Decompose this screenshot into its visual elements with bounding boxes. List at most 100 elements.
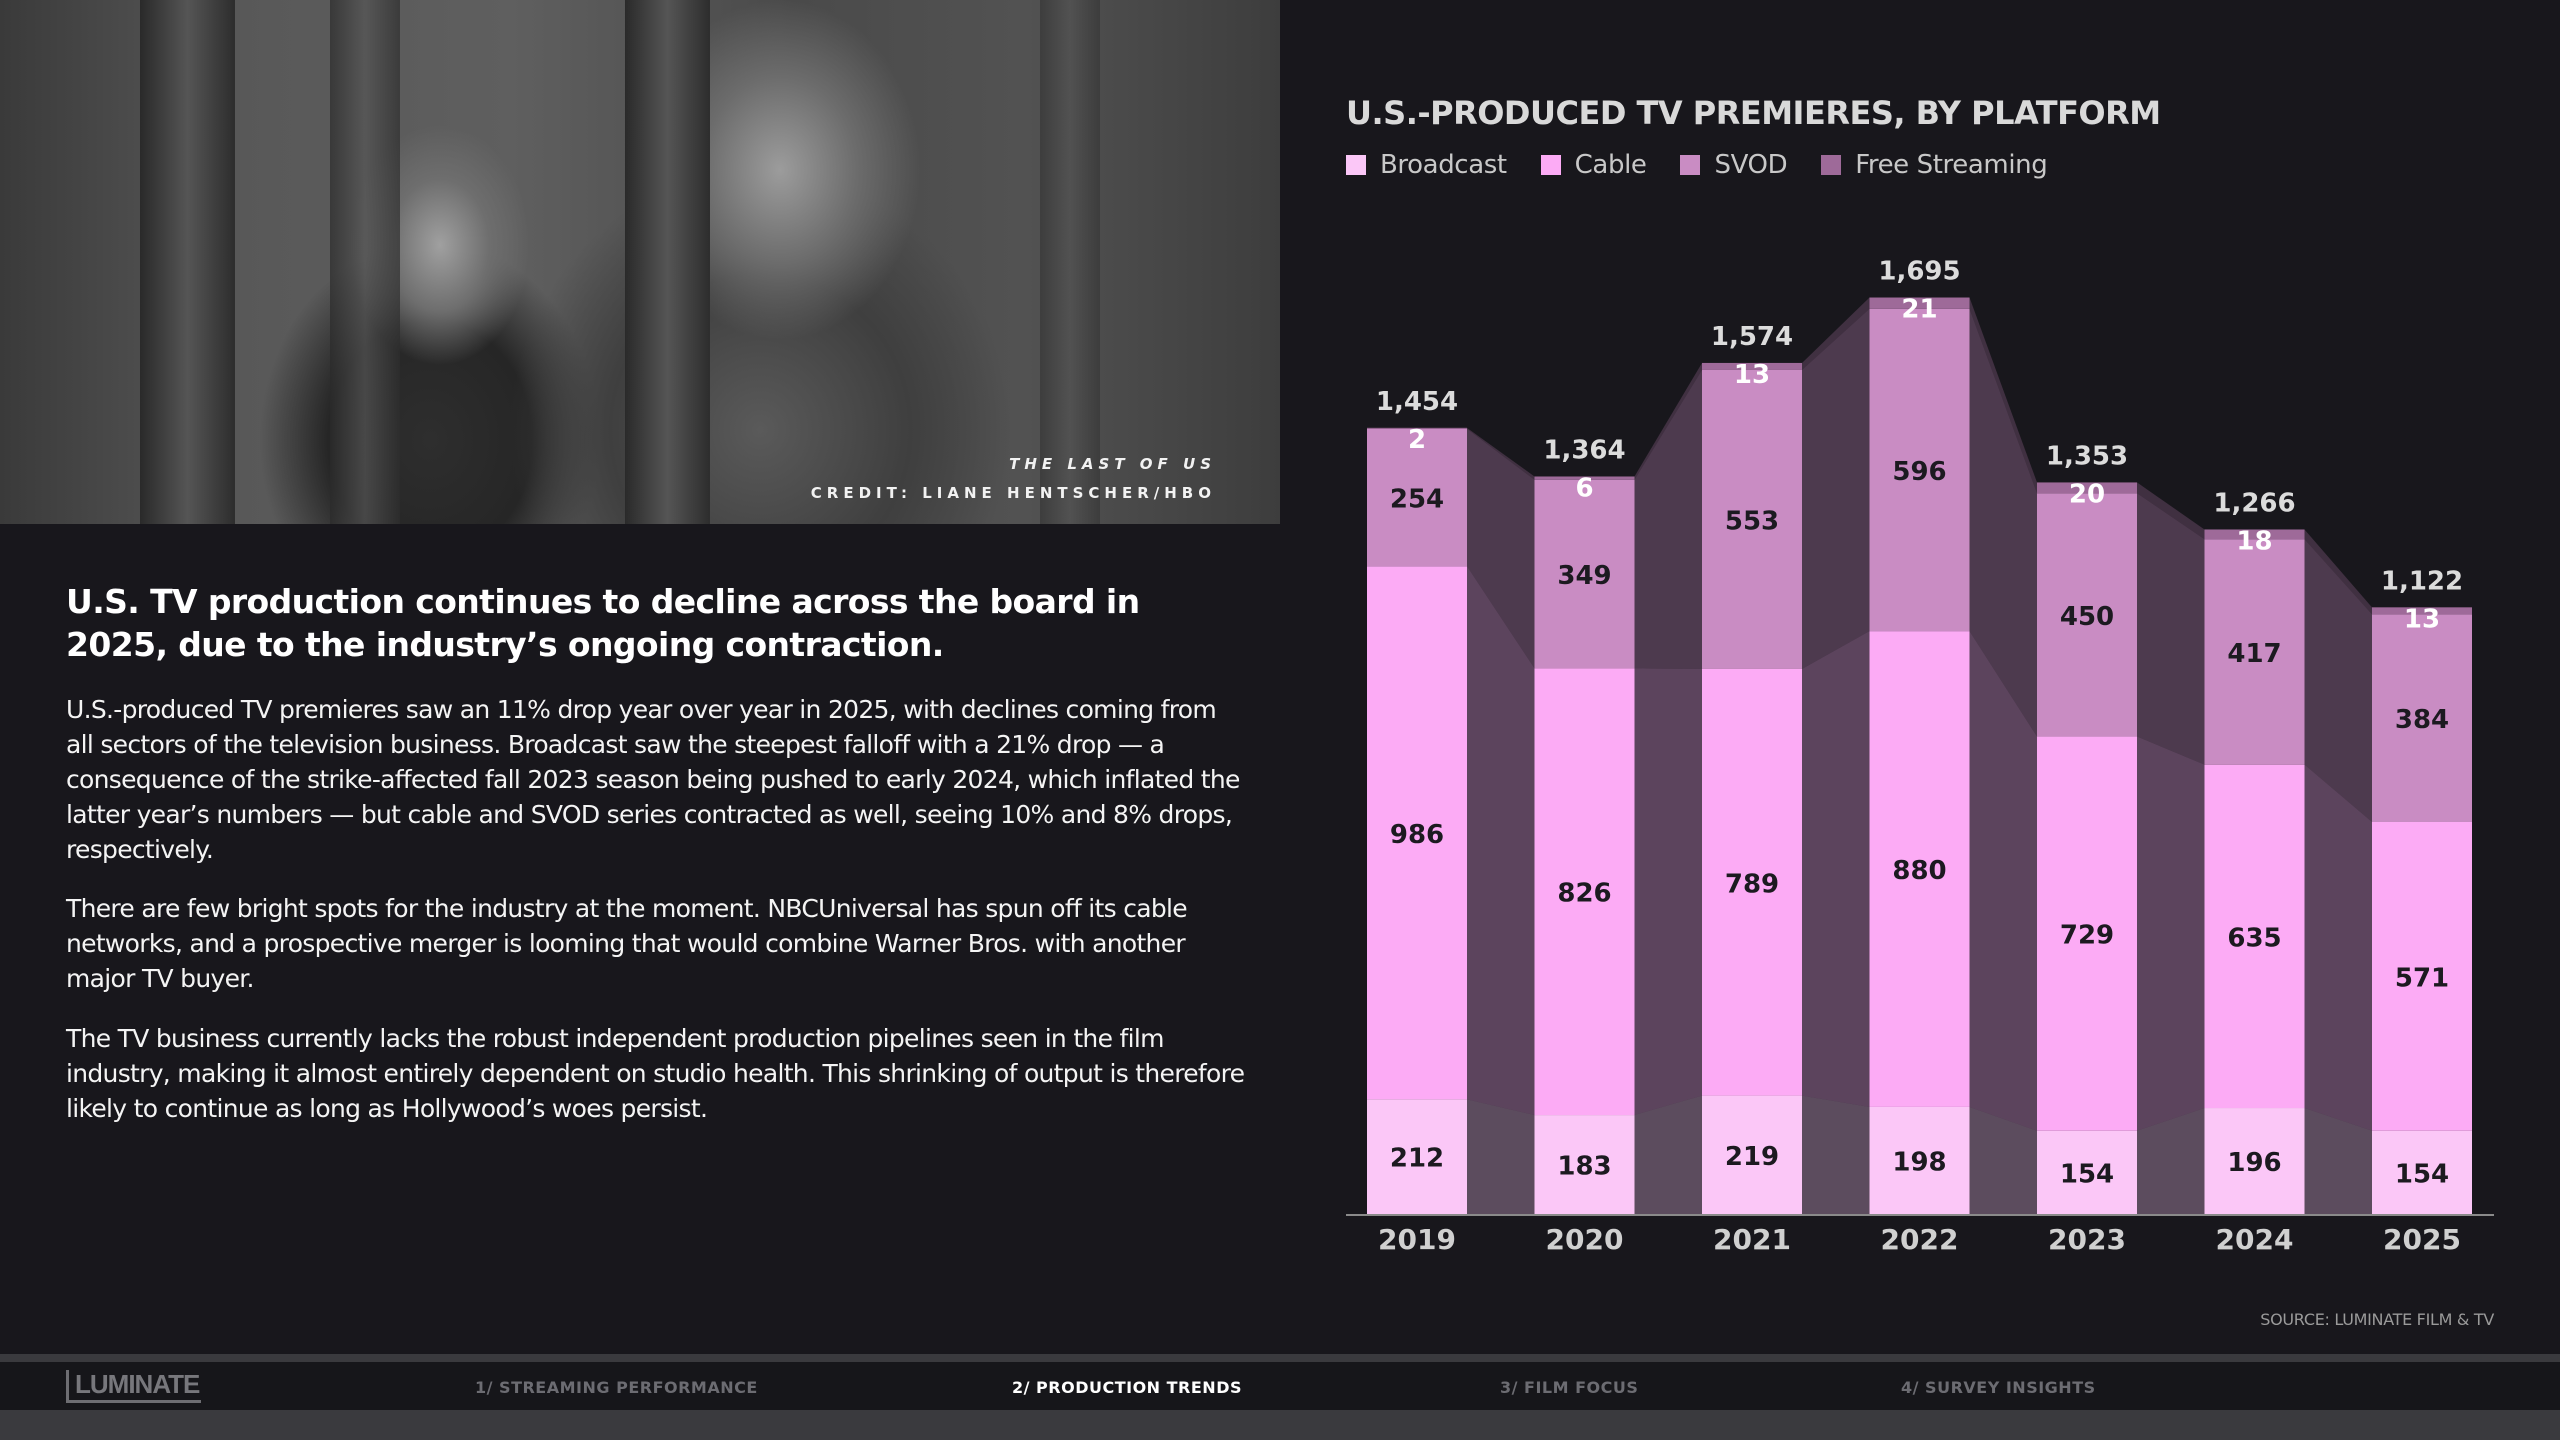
segment-label: 254 xyxy=(1390,485,1444,515)
segment-label: 571 xyxy=(2395,963,2449,993)
photo-caption-credit: CREDIT: LIANE HENTSCHER/HBO xyxy=(810,484,1216,502)
x-tick-label: 2019 xyxy=(1378,1223,1456,1256)
total-label: 1,266 xyxy=(2213,488,2295,518)
legend-swatch xyxy=(1821,155,1842,175)
segment-label: 553 xyxy=(1725,506,1779,536)
bar-cable-2025 xyxy=(2372,821,2472,1131)
segment-label: 13 xyxy=(2404,604,2440,634)
bar-free-streaming-2021 xyxy=(1702,362,1802,370)
legend-label: Free Streaming xyxy=(1855,150,2048,180)
bar-broadcast-2025 xyxy=(2372,1130,2472,1214)
segment-label: 20 xyxy=(2069,479,2105,509)
legend-label: Cable xyxy=(1574,150,1647,180)
bar-svod-2022 xyxy=(1869,308,1970,632)
segment-label: 212 xyxy=(1390,1144,1444,1174)
segment-label: 635 xyxy=(2227,923,2281,953)
bar-broadcast-2020 xyxy=(1534,1115,1635,1214)
bar-cable-2021 xyxy=(1702,668,1802,1096)
segment-label: 154 xyxy=(2395,1159,2449,1189)
connector-cable xyxy=(1969,631,2037,1131)
segment-label: 880 xyxy=(1892,856,1946,886)
segment-label: 986 xyxy=(1390,820,1444,850)
segment-label: 6 xyxy=(1575,473,1593,503)
photo-caption-title: THE LAST OF US xyxy=(1009,455,1216,473)
connector-free-streaming xyxy=(1969,297,2037,494)
bar-free-streaming-2022 xyxy=(1869,297,1970,309)
bar-svod-2025 xyxy=(2372,614,2472,822)
connector-broadcast xyxy=(1969,1106,2037,1214)
segment-label: 196 xyxy=(2227,1148,2281,1178)
segment-label: 13 xyxy=(1734,360,1770,390)
tree-trunk xyxy=(330,0,400,524)
nav-streaming-performance[interactable]: 1/ STREAMING PERFORMANCE xyxy=(475,1378,758,1397)
bar-free-streaming-2019 xyxy=(1367,427,1467,429)
total-label: 1,454 xyxy=(1376,387,1458,417)
x-tick-label: 2021 xyxy=(1713,1223,1791,1256)
nav-survey-insights[interactable]: 4/ SURVEY INSIGHTS xyxy=(1901,1378,2096,1397)
connector-broadcast xyxy=(1802,1095,1870,1214)
legend-swatch xyxy=(1540,155,1561,175)
segment-label: 183 xyxy=(1557,1152,1611,1182)
footer-nav: LUMINATE 1/ STREAMING PERFORMANCE 2/ PRO… xyxy=(0,1354,2560,1440)
segment-label: 384 xyxy=(2395,705,2449,735)
connector-cable xyxy=(1802,631,1870,1107)
photo-caption: THE LAST OF US CREDIT: LIANE HENTSCHER/H… xyxy=(811,450,1216,508)
x-tick-label: 2024 xyxy=(2216,1223,2294,1256)
connector-broadcast xyxy=(2137,1108,2205,1214)
bar-cable-2020 xyxy=(1534,668,1635,1116)
total-label: 1,353 xyxy=(2046,441,2128,471)
chart-legend: Broadcast Cable SVOD Free Streaming xyxy=(1346,150,2048,180)
legend-swatch xyxy=(1346,155,1366,175)
x-tick-label: 2022 xyxy=(1881,1223,1959,1256)
segment-label: 21 xyxy=(1901,295,1937,325)
connector-broadcast xyxy=(2304,1108,2372,1214)
footer-bar: LUMINATE 1/ STREAMING PERFORMANCE 2/ PRO… xyxy=(0,1362,2560,1410)
segment-label: 417 xyxy=(2227,639,2281,669)
connector-free-streaming xyxy=(2304,529,2372,615)
total-label: 1,122 xyxy=(2381,566,2463,596)
segment-label: 2 xyxy=(1408,425,1426,455)
article-headline: U.S. TV production continues to decline … xyxy=(66,582,1140,664)
nav-production-trends[interactable]: 2/ PRODUCTION TRENDS xyxy=(1012,1378,1242,1397)
connector-free-streaming xyxy=(1467,427,1535,480)
tree-trunk xyxy=(1040,0,1100,524)
bar-svod-2019 xyxy=(1367,428,1467,567)
total-label: 1,364 xyxy=(1543,435,1625,465)
luminate-logo[interactable]: LUMINATE xyxy=(66,1370,202,1403)
segment-label: 18 xyxy=(2236,526,2272,556)
bar-free-streaming-2023 xyxy=(2037,482,2137,494)
connector-cable xyxy=(1634,668,1702,1116)
bar-svod-2020 xyxy=(1534,479,1635,669)
legend-item-svod: SVOD xyxy=(1680,150,1788,180)
connector-svod xyxy=(2137,493,2205,765)
bar-cable-2022 xyxy=(1869,631,1970,1107)
connector-free-streaming xyxy=(2137,482,2205,540)
tree-trunk xyxy=(140,0,235,524)
nav-film-focus[interactable]: 3/ FILM FOCUS xyxy=(1500,1378,1639,1397)
total-label: 1,574 xyxy=(1711,322,1793,352)
bar-svod-2021 xyxy=(1702,369,1802,669)
segment-label: 450 xyxy=(2060,602,2114,632)
bar-free-streaming-2024 xyxy=(2204,529,2305,540)
legend-label: SVOD xyxy=(1714,150,1788,180)
bar-free-streaming-2025 xyxy=(2372,607,2472,615)
bar-cable-2024 xyxy=(2204,764,2305,1109)
connector-broadcast xyxy=(1634,1095,1702,1214)
legend-label: Broadcast xyxy=(1380,150,1507,180)
bar-broadcast-2022 xyxy=(1869,1106,1970,1214)
bar-broadcast-2024 xyxy=(2204,1108,2305,1214)
bar-broadcast-2023 xyxy=(2037,1130,2137,1214)
connector-svod xyxy=(2304,539,2372,822)
hero-photo: THE LAST OF US CREDIT: LIANE HENTSCHER/H… xyxy=(0,0,1280,524)
bar-cable-2019 xyxy=(1367,566,1467,1100)
x-tick-label: 2020 xyxy=(1546,1223,1624,1256)
article-paragraph: There are few bright spots for the indus… xyxy=(66,894,1188,993)
x-tick-label: 2023 xyxy=(2048,1223,2126,1256)
connector-svod xyxy=(1467,428,1535,669)
segment-label: 198 xyxy=(1892,1147,1946,1177)
article-paragraph: U.S.-produced TV premieres saw an 11% dr… xyxy=(66,695,1240,864)
segment-label: 219 xyxy=(1725,1142,1779,1172)
segment-label: 789 xyxy=(1725,869,1779,899)
legend-swatch xyxy=(1680,155,1701,175)
bar-broadcast-2021 xyxy=(1702,1095,1802,1214)
